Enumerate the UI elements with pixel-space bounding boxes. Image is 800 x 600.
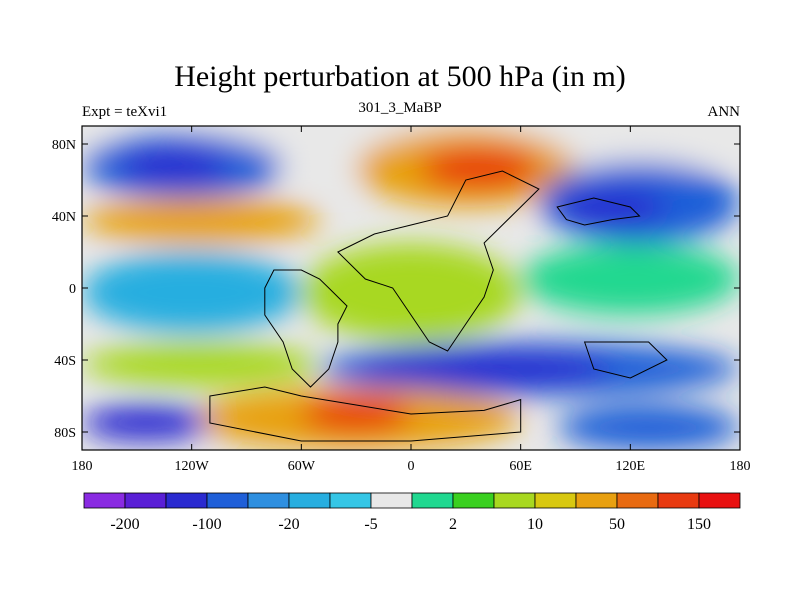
contour-field bbox=[82, 126, 740, 450]
colorbar-swatch bbox=[124, 492, 167, 509]
run-label: 301_3_MaBP bbox=[358, 100, 442, 116]
colorbar-label: -100 bbox=[192, 516, 221, 533]
x-tick-label: 120W bbox=[175, 459, 210, 474]
field-antarctic-high-core bbox=[301, 396, 411, 432]
colorbar-swatch bbox=[534, 492, 577, 509]
colorbar-swatch bbox=[83, 492, 126, 509]
colorbar-label: -200 bbox=[110, 516, 139, 533]
colorbar-swatch bbox=[493, 492, 536, 509]
field-tropics-west bbox=[82, 252, 302, 333]
experiment-label: Expt = teXvi1 bbox=[82, 104, 168, 120]
colorbar-swatch bbox=[575, 492, 618, 509]
colorbar-swatch bbox=[452, 492, 495, 509]
colorbar-label: -20 bbox=[278, 516, 299, 533]
colorbar: -200 -100 -20 -5 2 10 50 150 bbox=[83, 492, 741, 533]
colorbar-swatch bbox=[657, 492, 700, 509]
x-tick-label: 60W bbox=[288, 459, 316, 474]
colorbar-label: -5 bbox=[364, 516, 377, 533]
field-tropics-central bbox=[301, 243, 521, 342]
field-north-pacific-low-core bbox=[118, 147, 229, 184]
field-tropics-east bbox=[520, 243, 740, 315]
y-tick-label: 80N bbox=[52, 138, 76, 153]
colorbar-swatch bbox=[370, 492, 413, 509]
x-axis: 180 120W 60W 0 60E 120E 180 bbox=[72, 126, 751, 474]
field-antarctic-low-west bbox=[82, 405, 210, 441]
x-tick-label: 180 bbox=[730, 459, 751, 474]
colorbar-label: 10 bbox=[527, 516, 543, 533]
y-tick-label: 40S bbox=[54, 354, 76, 369]
x-tick-label: 0 bbox=[408, 459, 415, 474]
continent-outline bbox=[337, 170, 540, 352]
colorbar-swatch bbox=[288, 492, 331, 509]
colorbar-swatch bbox=[411, 492, 454, 509]
x-tick-label: 120E bbox=[616, 459, 646, 474]
colorbar-swatch bbox=[698, 492, 741, 509]
colorbar-swatch bbox=[206, 492, 249, 509]
colorbar-swatch bbox=[616, 492, 659, 509]
field-antarctic-low-east bbox=[557, 405, 740, 450]
y-tick-label: 80S bbox=[54, 426, 76, 441]
continent-outline bbox=[264, 269, 348, 388]
field-north-atlantic-high-core bbox=[420, 147, 539, 189]
colorbar-label: 150 bbox=[687, 516, 711, 533]
colorbar-label: 50 bbox=[609, 516, 625, 533]
plot-area bbox=[81, 125, 741, 451]
continent-outlines bbox=[209, 170, 668, 442]
field-southern-low-core bbox=[356, 351, 613, 387]
colorbar-label: 2 bbox=[449, 516, 457, 533]
colorbar-swatch bbox=[247, 492, 290, 509]
chart-title: Height perturbation at 500 hPa (in m) bbox=[174, 60, 626, 93]
colorbar-swatch bbox=[329, 492, 372, 509]
colorbar-swatch bbox=[165, 492, 208, 509]
field-southern-high-west bbox=[82, 342, 320, 387]
continent-outline bbox=[556, 197, 641, 226]
continent-outline bbox=[583, 341, 668, 379]
continent-outline bbox=[209, 386, 522, 442]
field-midlat-high-west bbox=[82, 198, 320, 243]
season-label: ANN bbox=[707, 104, 741, 120]
x-tick-label: 180 bbox=[72, 459, 93, 474]
y-axis: 80N 40N 0 40S 80S bbox=[52, 138, 740, 441]
y-tick-label: 40N bbox=[52, 210, 76, 225]
x-tick-label: 60E bbox=[509, 459, 532, 474]
y-tick-label: 0 bbox=[69, 282, 76, 297]
